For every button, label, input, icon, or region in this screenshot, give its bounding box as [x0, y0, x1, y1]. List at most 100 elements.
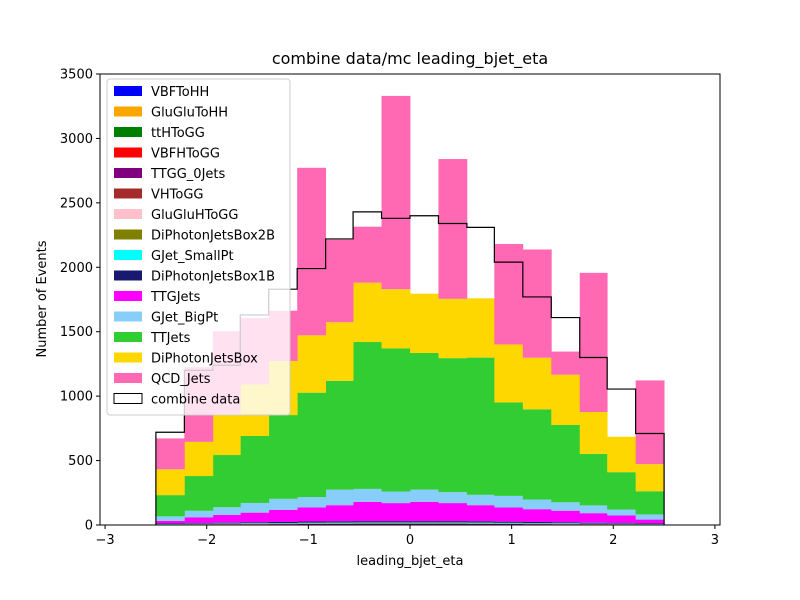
bar-diphotonjetsbox-bin-5 [297, 335, 327, 393]
bar-gjet-bigpt-bin-2 [212, 507, 241, 515]
bar-gjet-bigpt-bin-0 [155, 516, 185, 521]
bar-qcd-jets-bin-8 [381, 95, 411, 290]
y-axis-label: Number of Events [35, 240, 50, 357]
legend-label-ttjets: TTJets [150, 331, 191, 346]
bar-diphotonjetsbox-bin-15 [579, 411, 608, 454]
bar-ttgjets-bin-17 [635, 519, 665, 524]
bar-gjet-smallpt-bin-5 [297, 522, 327, 524]
y-tick-label: 0 [85, 519, 93, 534]
bar-gjet-bigpt-bin-8 [381, 491, 411, 504]
bar-gjet-bigpt-bin-9 [410, 489, 439, 502]
legend-swatch-ttgjets [114, 291, 142, 301]
bar-diphotonjetsbox-bin-17 [635, 464, 665, 492]
bar-diphotonjetsbox1b-bin-0 [155, 523, 185, 524]
bar-qcd-jets-bin-15 [579, 272, 608, 412]
bar-qcd-jets-bin-5 [297, 167, 327, 336]
bar-ttgjets-bin-15 [579, 513, 608, 523]
bar-ttgg-0jets-bin-5 [297, 523, 327, 525]
bar-diphotonjetsbox-bin-2 [212, 413, 241, 456]
bar-gjet-bigpt-bin-11 [466, 494, 495, 506]
bar-ttgg-0jets-bin-9 [410, 523, 439, 525]
bar-gjet-bigpt-bin-6 [325, 489, 354, 506]
bar-ttgjets-bin-14 [551, 510, 581, 523]
bar-qcd-jets-bin-17 [635, 380, 665, 465]
bar-ttgg-0jets-bin-10 [438, 523, 468, 525]
bar-gjet-smallpt-bin-6 [325, 522, 354, 524]
x-tick-label: −3 [95, 533, 114, 548]
legend-swatch-gjet-bigpt [114, 311, 142, 322]
y-tick-label: 2000 [60, 261, 93, 276]
bar-diphotonjetsbox-bin-1 [184, 441, 214, 477]
bar-diphotonjetsbox1b-bin-13 [522, 522, 552, 524]
bar-diphotonjetsbox2b-bin-10 [438, 523, 468, 524]
legend-swatch-diphotonjetsbox2b [114, 229, 142, 240]
legend-label-vbfhtogg: VBFHToGG [151, 147, 220, 162]
bar-gjet-bigpt-bin-17 [635, 514, 665, 520]
bar-qcd-jets-bin-0 [155, 438, 185, 470]
bar-ttjets-bin-6 [325, 380, 354, 490]
x-axis-label: leading_bjet_eta [357, 554, 464, 569]
bar-qcd-jets-bin-14 [551, 351, 581, 375]
bar-gjet-smallpt-bin-13 [522, 523, 552, 524]
legend-label-gjet-bigpt: GJet_BigPt [151, 311, 218, 326]
bar-ttgg-0jets-bin-6 [325, 523, 354, 525]
bar-ttjets-bin-4 [268, 415, 298, 499]
bar-diphotonjetsbox-bin-8 [381, 289, 411, 349]
bar-ttgjets-bin-0 [155, 520, 185, 524]
bar-gjet-bigpt-bin-7 [353, 488, 382, 502]
bar-diphotonjetsbox1b-bin-1 [184, 523, 214, 524]
bar-diphotonjetsbox-bin-11 [466, 298, 495, 358]
bar-ttgjets-bin-11 [466, 505, 495, 522]
bar-diphotonjetsbox2b-bin-5 [297, 523, 327, 524]
bar-diphotonjetsbox-bin-13 [522, 357, 552, 410]
bar-diphotonjetsbox-bin-7 [353, 282, 382, 343]
y-tick-label: 500 [68, 454, 93, 469]
bar-ttgg-0jets-bin-7 [353, 523, 382, 525]
legend-swatch-gjet-smallpt [114, 250, 142, 260]
bar-ttjets-bin-2 [212, 455, 241, 508]
bar-diphotonjetsbox1b-bin-6 [325, 521, 354, 523]
bar-diphotonjetsbox1b-bin-2 [212, 522, 241, 524]
bar-ttjets-bin-10 [438, 358, 468, 493]
bar-gjet-smallpt-bin-8 [381, 522, 411, 524]
bar-ttjets-bin-1 [184, 476, 214, 511]
bar-ttjets-bin-12 [494, 402, 524, 496]
bar-diphotonjetsbox-bin-14 [551, 374, 581, 425]
bar-diphotonjetsbox1b-bin-7 [353, 521, 382, 523]
bar-diphotonjetsbox1b-bin-8 [381, 521, 411, 523]
bar-gjet-bigpt-bin-10 [438, 492, 468, 504]
bar-gjet-smallpt-bin-3 [240, 523, 270, 524]
bar-ttjets-bin-7 [353, 342, 382, 489]
bar-diphotonjetsbox1b-bin-10 [438, 521, 468, 523]
legend-swatch-glugluhtogg [114, 209, 142, 219]
bar-ttjets-bin-5 [297, 392, 327, 498]
y-tick-label: 3500 [60, 68, 93, 83]
x-tick-label: 1 [507, 533, 515, 548]
x-tick-label: −1 [299, 533, 318, 548]
legend-label-combine-data: combine data [151, 393, 240, 408]
bar-ttjets-bin-0 [155, 495, 185, 517]
bar-diphotonjetsbox1b-bin-4 [268, 522, 298, 524]
bar-diphotonjetsbox-bin-0 [155, 469, 185, 496]
bar-diphotonjetsbox1b-bin-12 [494, 521, 524, 523]
bar-diphotonjetsbox1b-bin-15 [579, 522, 608, 524]
bar-ttgjets-bin-5 [297, 507, 327, 522]
legend-swatch-diphotonjetsbox1b [114, 270, 142, 281]
bar-diphotonjetsbox1b-bin-16 [607, 523, 637, 524]
bar-diphotonjetsbox-bin-10 [438, 298, 468, 359]
legend-swatch-vhtogg [114, 188, 142, 199]
legend-swatch-vbftohh [114, 86, 142, 96]
x-tick-label: 2 [609, 533, 617, 548]
bar-diphotonjetsbox-bin-6 [325, 322, 354, 381]
bar-diphotonjetsbox1b-bin-3 [240, 522, 270, 524]
bar-diphotonjetsbox2b-bin-9 [410, 523, 439, 524]
bar-gjet-bigpt-bin-4 [268, 498, 298, 510]
bar-gjet-smallpt-bin-11 [466, 522, 495, 524]
bar-diphotonjetsbox2b-bin-7 [353, 523, 382, 524]
bar-diphotonjetsbox2b-bin-8 [381, 523, 411, 524]
bar-gjet-smallpt-bin-12 [494, 522, 524, 524]
bar-diphotonjetsbox1b-bin-11 [466, 521, 495, 523]
bar-ttjets-bin-15 [579, 453, 608, 506]
bar-gjet-bigpt-bin-3 [240, 502, 270, 513]
bar-gjet-bigpt-bin-13 [522, 499, 552, 510]
